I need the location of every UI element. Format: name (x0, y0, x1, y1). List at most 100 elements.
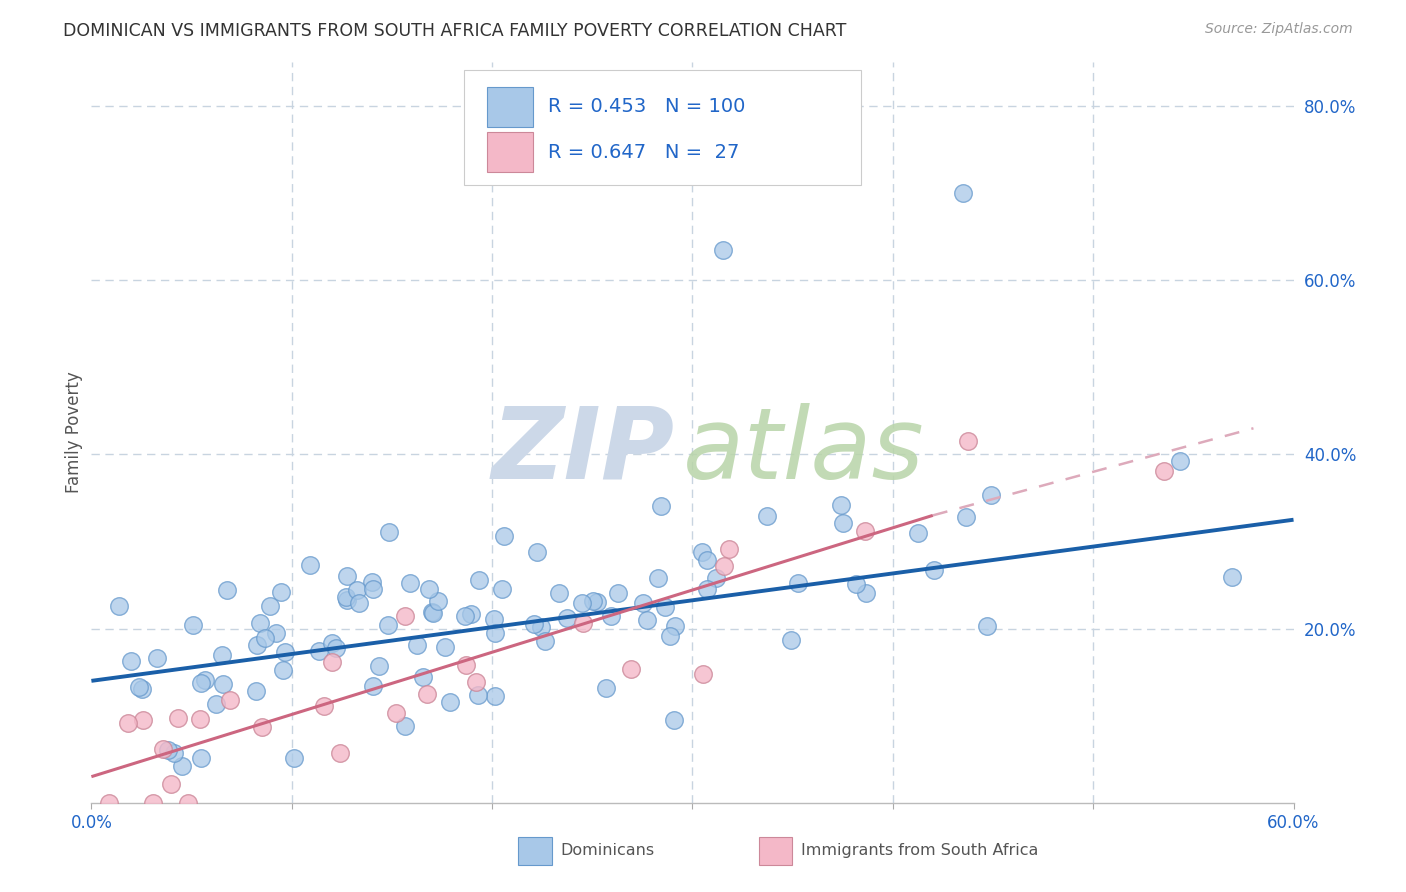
Point (662, 713, 685, 727)
Point (439, 695, 461, 709)
Point (314, 698, 336, 713)
Point (190, 675, 212, 690)
Point (494, 529, 516, 543)
Point (177, 796, 200, 810)
Point (361, 679, 384, 693)
Point (454, 608, 477, 623)
Point (631, 596, 654, 610)
Point (249, 615, 271, 630)
FancyBboxPatch shape (759, 837, 792, 865)
Point (647, 570, 669, 584)
FancyBboxPatch shape (464, 70, 860, 185)
Point (907, 525, 929, 540)
Point (530, 620, 553, 634)
Text: DOMINICAN VS IMMIGRANTS FROM SOUTH AFRICA FAMILY POVERTY CORRELATION CHART: DOMINICAN VS IMMIGRANTS FROM SOUTH AFRIC… (63, 22, 846, 40)
Point (922, 563, 945, 577)
Point (620, 662, 643, 676)
Point (713, 558, 735, 573)
Point (211, 677, 233, 691)
Point (336, 569, 359, 583)
Point (664, 618, 686, 632)
Point (416, 687, 439, 701)
Point (250, 720, 273, 734)
Point (427, 594, 450, 608)
Point (522, 617, 544, 632)
Point (142, 796, 165, 810)
Point (188, 713, 211, 727)
Point (491, 582, 513, 596)
Point (117, 716, 139, 731)
Point (335, 591, 357, 605)
Point (711, 243, 734, 257)
FancyBboxPatch shape (486, 87, 533, 127)
Point (152, 742, 174, 756)
Point (205, 697, 228, 711)
Point (650, 500, 672, 514)
Point (1168, 454, 1191, 468)
Point (845, 576, 868, 591)
Point (548, 585, 571, 599)
Point (274, 644, 297, 658)
Point (270, 584, 292, 599)
Point (718, 542, 741, 557)
Point (422, 606, 444, 620)
Point (377, 618, 399, 632)
Point (321, 636, 343, 650)
Point (190, 751, 212, 765)
Point (600, 609, 623, 624)
Point (658, 629, 681, 643)
Text: Dominicans: Dominicans (560, 844, 654, 858)
Point (704, 571, 727, 585)
Point (347, 596, 370, 610)
Point (952, 186, 974, 200)
Point (405, 638, 427, 652)
Y-axis label: Family Poverty: Family Poverty (65, 372, 83, 493)
Text: R = 0.453   N = 100: R = 0.453 N = 100 (548, 97, 745, 116)
Point (298, 558, 321, 572)
FancyBboxPatch shape (519, 837, 551, 865)
Point (156, 743, 179, 757)
Point (692, 545, 714, 559)
Point (572, 615, 595, 630)
Point (955, 510, 977, 524)
Point (585, 595, 607, 609)
Point (787, 576, 810, 591)
Point (418, 582, 440, 596)
Point (146, 651, 169, 665)
Point (346, 582, 368, 597)
Point (855, 524, 877, 538)
Point (253, 632, 276, 646)
Point (378, 524, 401, 539)
Point (336, 592, 359, 607)
Point (692, 667, 714, 681)
Point (696, 553, 718, 567)
Point (460, 607, 482, 621)
Text: ZIP: ZIP (492, 402, 675, 500)
Point (394, 609, 416, 624)
Point (696, 582, 718, 596)
Point (976, 618, 998, 632)
Point (555, 611, 578, 625)
Point (128, 681, 150, 695)
Point (361, 575, 384, 590)
Point (1220, 570, 1243, 584)
Point (271, 663, 294, 677)
Point (595, 681, 617, 696)
Point (456, 657, 478, 672)
Point (361, 582, 384, 597)
Point (654, 600, 676, 615)
Text: R = 0.647   N =  27: R = 0.647 N = 27 (548, 143, 740, 161)
Point (484, 612, 506, 626)
Point (245, 683, 267, 698)
Point (526, 545, 548, 559)
Point (321, 655, 343, 669)
FancyBboxPatch shape (486, 132, 533, 172)
Point (246, 639, 269, 653)
Point (108, 599, 131, 613)
Point (194, 673, 217, 688)
Point (97, 796, 120, 810)
Point (325, 641, 347, 656)
Point (1153, 464, 1175, 478)
Point (484, 626, 506, 640)
Point (830, 498, 852, 512)
